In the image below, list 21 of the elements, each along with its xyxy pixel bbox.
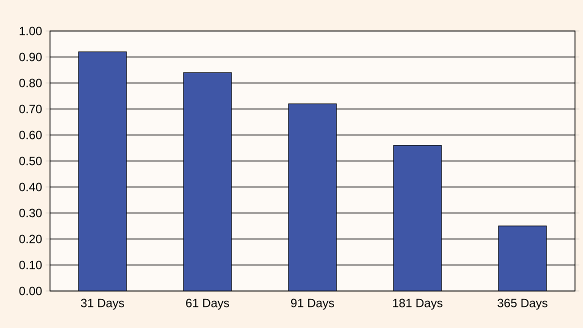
x-tick-label: 61 Days xyxy=(186,298,230,310)
bar xyxy=(183,72,232,291)
x-tick-label: 31 Days xyxy=(80,298,124,310)
bar xyxy=(288,103,337,291)
y-tick-label: 0.50 xyxy=(19,156,42,166)
bar xyxy=(78,51,127,291)
bar xyxy=(498,226,547,291)
y-tick-label: 0.20 xyxy=(19,234,42,244)
y-tick-label: 1.00 xyxy=(20,26,42,36)
bar xyxy=(393,145,442,291)
y-tick-label: 0.80 xyxy=(19,78,42,88)
y-tick-label: 0.10 xyxy=(19,260,42,270)
y-tick-label: 0.70 xyxy=(19,104,42,114)
x-tick-label: 365 Days xyxy=(498,298,548,310)
x-tick-label: 181 Days xyxy=(393,298,442,310)
y-tick-label: 0.30 xyxy=(19,208,42,218)
x-tick-label: 91 Days xyxy=(291,298,334,310)
y-tick-label: 0.00 xyxy=(19,286,42,296)
y-tick-label: 0.60 xyxy=(19,130,42,140)
y-tick-label: 0.40 xyxy=(19,182,42,192)
y-tick-label: 0.90 xyxy=(19,52,42,62)
